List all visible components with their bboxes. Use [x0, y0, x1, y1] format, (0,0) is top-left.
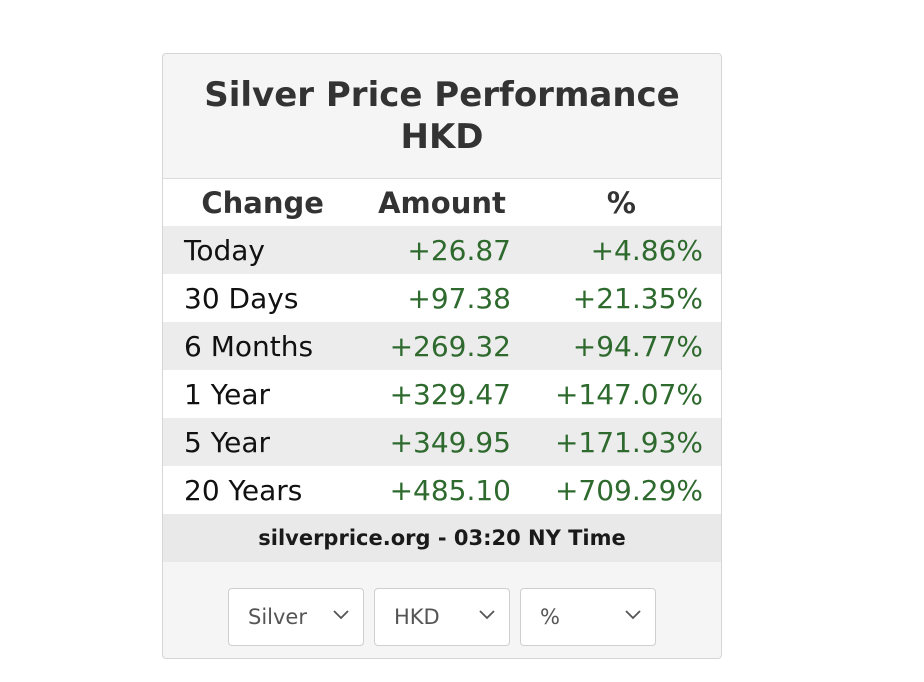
row-amount: +329.47	[389, 377, 511, 411]
row-percent: +94.77%	[572, 329, 703, 363]
row-label: Today	[184, 233, 265, 267]
table-row: 20 Years +485.10 +709.29%	[163, 466, 721, 514]
row-label: 6 Months	[184, 329, 314, 363]
row-amount: +269.32	[389, 329, 511, 363]
row-percent: +709.29%	[554, 473, 703, 507]
table-row: 30 Days +97.38 +21.35%	[163, 274, 721, 322]
header-change: Change	[201, 185, 324, 220]
row-percent: +4.86%	[590, 233, 703, 267]
widget-title: Silver Price Performance HKD	[163, 54, 721, 179]
header-percent: %	[606, 185, 636, 220]
selector-controls: Silver HKD %	[163, 562, 721, 646]
row-amount: +26.87	[407, 233, 511, 267]
unit-select-value: %	[540, 605, 560, 629]
metal-select[interactable]: Silver	[228, 588, 364, 646]
silver-performance-widget: Silver Price Performance HKD Change Amou…	[162, 53, 722, 659]
table-row: Today +26.87 +4.86%	[163, 226, 721, 274]
row-amount: +485.10	[389, 473, 511, 507]
table-row: 1 Year +329.47 +147.07%	[163, 370, 721, 418]
source-footer: silverprice.org - 03:20 NY Time	[163, 514, 721, 562]
chevron-down-icon	[333, 610, 349, 620]
table-row: 6 Months +269.32 +94.77%	[163, 322, 721, 370]
table-header-row: Change Amount %	[163, 179, 721, 226]
row-percent: +171.93%	[554, 425, 703, 459]
row-label: 5 Year	[184, 425, 270, 459]
row-label: 30 Days	[184, 281, 299, 315]
row-amount: +97.38	[407, 281, 511, 315]
row-percent: +147.07%	[554, 377, 703, 411]
unit-select[interactable]: %	[520, 588, 656, 646]
currency-select[interactable]: HKD	[374, 588, 510, 646]
row-label: 1 Year	[184, 377, 270, 411]
row-percent: +21.35%	[572, 281, 703, 315]
performance-table: Change Amount % Today +26.87 +4.86% 30 D…	[163, 179, 721, 514]
table-row: 5 Year +349.95 +171.93%	[163, 418, 721, 466]
row-amount: +349.95	[389, 425, 511, 459]
row-label: 20 Years	[184, 473, 303, 507]
header-amount: Amount	[378, 185, 506, 220]
chevron-down-icon	[625, 610, 641, 620]
metal-select-value: Silver	[248, 605, 307, 629]
widget-title-line1: Silver Price Performance	[204, 75, 680, 115]
chevron-down-icon	[479, 610, 495, 620]
widget-title-line2: HKD	[400, 117, 484, 157]
currency-select-value: HKD	[394, 605, 440, 629]
